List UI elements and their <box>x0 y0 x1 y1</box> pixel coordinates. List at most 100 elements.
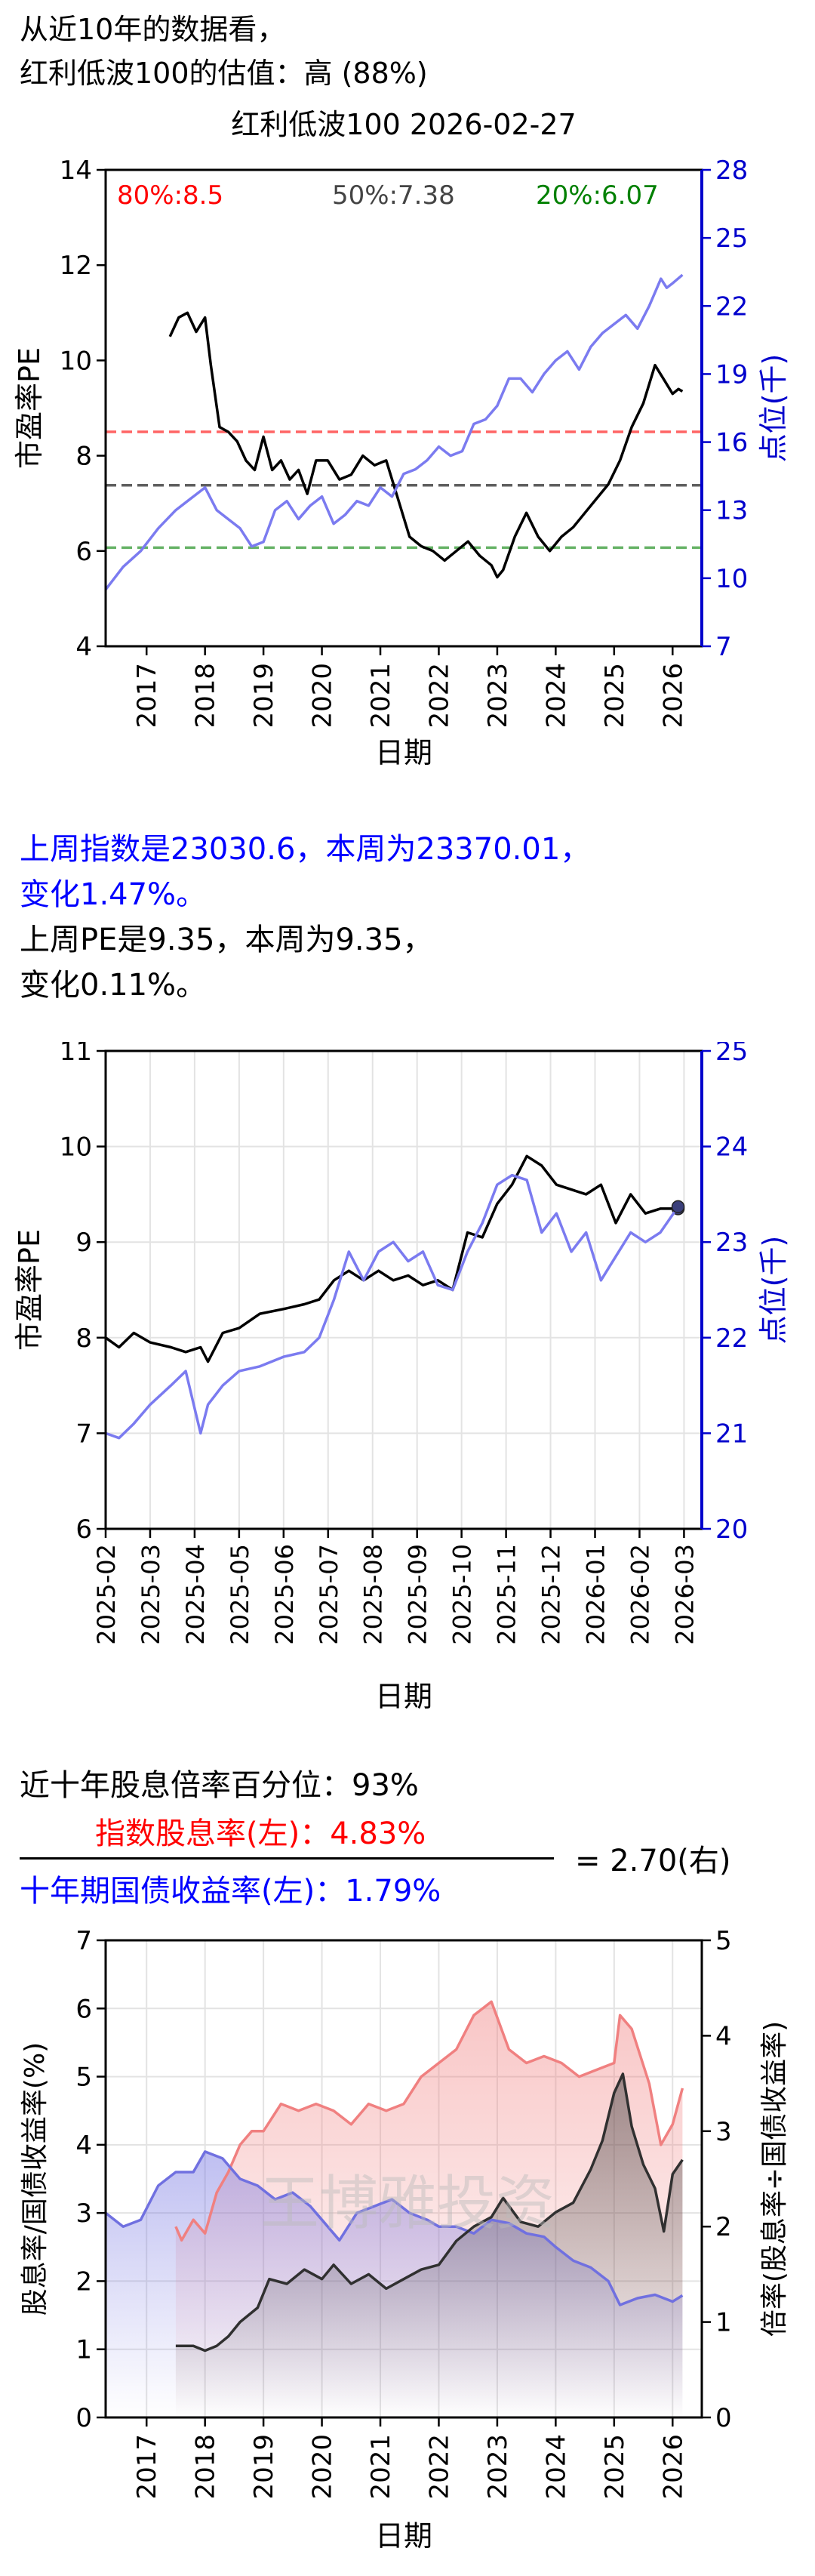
x-tick-3: 2020 <box>308 663 338 729</box>
weekly-index-change: 变化1.47%。 <box>20 877 207 912</box>
ratio-line <box>175 2072 684 2353</box>
y-left-label: 市盈率PE <box>13 347 46 469</box>
ratio-result: = 2.70(右) <box>575 1844 731 1878</box>
x-tick-8: 2025 <box>600 663 630 729</box>
y-left-tick-3: 9 <box>75 1228 92 1258</box>
y-left-tick-2: 8 <box>75 1323 92 1354</box>
y-right-tick-2: 22 <box>715 1323 748 1354</box>
y-left-tick-7: 7 <box>75 1926 92 1956</box>
x-tick-10: 2025-12 <box>537 1544 566 1645</box>
x-tick-6: 2023 <box>483 663 513 729</box>
y-left-tick-6: 6 <box>75 1994 92 2024</box>
ratio-denominator: 十年期国债收益率(左)：1.79% <box>20 1874 441 1909</box>
weekly-pe-change: 变化0.11%。 <box>20 968 207 1003</box>
y-right-tick-7: 28 <box>715 156 748 186</box>
y-left-tick-3: 3 <box>75 2199 92 2229</box>
x-tick-8: 2025-10 <box>448 1544 477 1645</box>
y-left-tick-2: 2 <box>75 2266 92 2297</box>
weekly-pe-line: 上周PE是9.35，本周为9.35， <box>20 923 433 957</box>
dividend-ratio-chart: 王博雅投资 0 1 2 3 4 5 6 7 0 1 2 3 4 5 2017 2018 2019 2020 2021 2… <box>20 1926 790 2553</box>
y-left-tick-1: 7 <box>75 1419 92 1449</box>
watermark: 王博雅投资 <box>260 2170 555 2238</box>
pe-index-chart: 红利低波100 2026-02-27 80%:8.5 50%:7.38 20%:6.0… <box>13 108 790 769</box>
x-tick-5: 2025-07 <box>315 1544 343 1645</box>
chart-title: 红利低波100 2026-02-27 <box>231 108 576 141</box>
fraction-bar <box>20 1857 554 1860</box>
x-axis-label: 日期 <box>375 736 432 769</box>
y-right-tick-2: 13 <box>715 496 748 526</box>
x-tick-6: 2023 <box>483 2434 513 2500</box>
x-tick-0: 2025-02 <box>92 1544 121 1645</box>
y-right-tick-4: 4 <box>715 2021 732 2051</box>
x-tick-7: 2025-09 <box>404 1544 432 1645</box>
x-tick-5: 2022 <box>424 663 454 729</box>
bond-yield-line <box>104 2150 684 2306</box>
y-left-tick-1: 1 <box>75 2335 92 2365</box>
x-tick-11: 2026-01 <box>582 1544 610 1645</box>
x-tick-4: 2021 <box>366 2434 396 2500</box>
recent-pe-index-chart: 6 7 8 9 10 11 20 21 22 23 24 25 2025-02 2025-03 2025-0… <box>13 1042 790 1713</box>
y-left-tick-5: 11 <box>60 1042 92 1067</box>
x-tick-0: 2017 <box>132 663 162 729</box>
y-right-tick-4: 19 <box>715 359 748 390</box>
x-axis-label: 日期 <box>375 1680 432 1713</box>
y-left-tick-0: 6 <box>75 1514 92 1545</box>
y-right-tick-5: 5 <box>715 1926 732 1956</box>
y-right-tick-1: 21 <box>715 1419 748 1449</box>
x-tick-2: 2025-04 <box>181 1544 210 1645</box>
y-right-tick-2: 2 <box>715 2212 732 2242</box>
ratio-area <box>175 2074 683 2417</box>
x-tick-2: 2019 <box>249 663 279 729</box>
x-axis-label: 日期 <box>375 2519 432 2553</box>
y-left-tick-1: 6 <box>75 537 92 567</box>
x-tick-1: 2018 <box>191 2434 221 2500</box>
y-left-tick-4: 12 <box>60 251 92 281</box>
plot-frame <box>104 168 703 648</box>
y-right-tick-3: 23 <box>715 1228 748 1258</box>
y-left-tick-0: 4 <box>75 632 92 662</box>
header-line-1: 从近10年的数据看， <box>20 13 286 46</box>
reference-label-2: 50%:7.38 <box>332 180 455 211</box>
y-left-tick-2: 8 <box>75 442 92 472</box>
y-left-tick-4: 10 <box>60 1132 92 1163</box>
x-tick-5: 2022 <box>424 2434 454 2500</box>
x-tick-6: 2025-08 <box>359 1544 388 1645</box>
x-tick-7: 2024 <box>541 2434 571 2500</box>
y-right-tick-0: 20 <box>715 1514 748 1545</box>
y-left-tick-0: 0 <box>75 2403 92 2433</box>
x-tick-12: 2026-02 <box>626 1544 654 1645</box>
y-right-tick-6: 25 <box>715 223 748 254</box>
index-last-point <box>671 1200 685 1214</box>
index-line <box>105 1173 680 1440</box>
x-tick-1: 2025-03 <box>137 1544 165 1645</box>
y-right-tick-1: 10 <box>715 564 748 594</box>
y-right-tick-1: 1 <box>715 2308 732 2338</box>
reference-label-1: 80%:8.5 <box>117 180 223 211</box>
y-right-tick-0: 0 <box>715 2403 732 2433</box>
y-right-tick-5: 22 <box>715 291 748 322</box>
x-tick-7: 2024 <box>541 663 571 729</box>
ratio-numerator: 指数股息率(左)：4.83% <box>95 1816 426 1851</box>
x-tick-4: 2025-06 <box>270 1544 299 1645</box>
x-tick-9: 2026 <box>658 663 688 729</box>
plot-frame <box>104 1939 703 2419</box>
y-right-label: 点位(千) <box>757 354 790 463</box>
y-left-label: 股息率/国债收益率(%) <box>20 2042 51 2316</box>
x-tick-13: 2026-03 <box>670 1544 699 1645</box>
x-tick-9: 2026 <box>658 2434 688 2500</box>
x-tick-1: 2018 <box>191 663 221 729</box>
y-right-tick-4: 24 <box>715 1132 748 1163</box>
y-left-label: 市盈率PE <box>13 1229 46 1351</box>
y-right-tick-0: 7 <box>715 632 732 662</box>
y-left-tick-5: 14 <box>60 156 92 186</box>
y-right-tick-3: 3 <box>715 2117 732 2147</box>
y-left-tick-3: 10 <box>60 346 92 376</box>
x-tick-0: 2017 <box>132 2434 162 2500</box>
x-tick-8: 2025 <box>600 2434 630 2500</box>
y-right-tick-5: 25 <box>715 1042 748 1067</box>
x-tick-9: 2025-11 <box>493 1544 521 1645</box>
x-tick-3: 2020 <box>308 2434 338 2500</box>
x-tick-3: 2025-05 <box>226 1544 254 1645</box>
reference-label-3: 20%:6.07 <box>536 180 659 211</box>
